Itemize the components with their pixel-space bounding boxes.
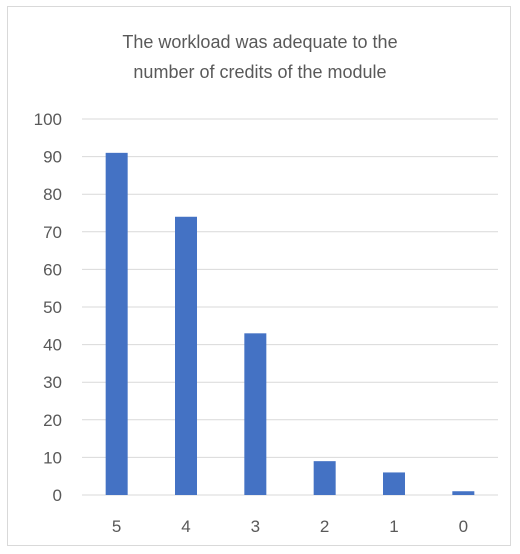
gridlines bbox=[82, 118, 498, 496]
chart-title-line-1: The workload was adequate to the bbox=[122, 32, 398, 52]
y-tick-label: 60 bbox=[43, 260, 62, 279]
y-tick-label: 80 bbox=[43, 185, 62, 204]
chart-title-line-2: number of credits of the module bbox=[133, 62, 387, 82]
x-tick-label: 2 bbox=[320, 517, 329, 536]
x-tick-label: 5 bbox=[112, 517, 121, 536]
y-tick-label: 40 bbox=[43, 336, 62, 355]
bar bbox=[105, 152, 128, 495]
x-tick-label: 0 bbox=[459, 517, 468, 536]
y-tick-label: 100 bbox=[34, 110, 62, 129]
x-tick-label: 1 bbox=[389, 517, 398, 536]
y-tick-label: 70 bbox=[43, 223, 62, 242]
bar bbox=[383, 472, 405, 495]
x-tick-label: 3 bbox=[251, 517, 260, 536]
bar bbox=[313, 461, 336, 495]
bar bbox=[175, 216, 197, 495]
y-tick-label: 20 bbox=[43, 411, 62, 430]
y-tick-label: 0 bbox=[53, 486, 62, 505]
bar bbox=[452, 491, 475, 495]
x-tick-label: 4 bbox=[181, 517, 190, 536]
y-tick-label: 30 bbox=[43, 373, 62, 392]
bar bbox=[244, 333, 267, 495]
bars bbox=[105, 152, 475, 495]
chart-title: The workload was adequate to the number … bbox=[0, 27, 520, 87]
y-tick-label: 90 bbox=[43, 148, 62, 167]
y-tick-label: 10 bbox=[43, 448, 62, 467]
y-tick-label: 50 bbox=[43, 298, 62, 317]
x-axis-labels: 5 4 3 2 1 0 bbox=[112, 517, 468, 536]
y-axis-labels: 0 10 20 30 40 50 60 70 80 90 100 bbox=[34, 110, 62, 505]
